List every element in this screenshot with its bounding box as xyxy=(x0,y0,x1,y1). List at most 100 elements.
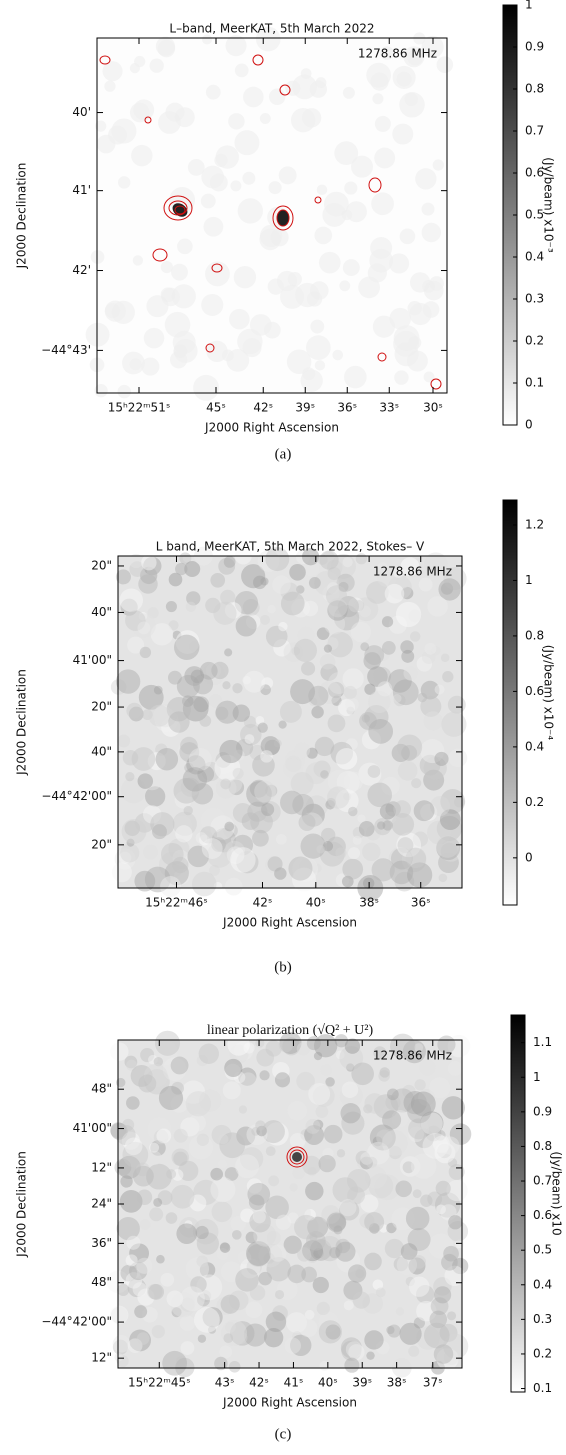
noise-blob xyxy=(307,1166,317,1177)
noise-blob xyxy=(447,1157,458,1168)
noise-blob xyxy=(294,742,311,759)
noise-blob xyxy=(122,1118,135,1131)
noise-blob xyxy=(240,1258,261,1279)
noise-blob xyxy=(423,1322,450,1349)
noise-blob xyxy=(215,706,229,720)
panel-title: L–band, MeerKAT, 5th March 2022 xyxy=(169,22,374,36)
noise-blob xyxy=(129,1243,150,1264)
noise-blob xyxy=(131,1268,141,1278)
noise-blob xyxy=(224,1167,239,1181)
noise-blob xyxy=(167,670,182,685)
noise-blob xyxy=(188,1114,206,1132)
noise-blob xyxy=(416,1285,435,1304)
contour xyxy=(205,343,215,353)
noise-blob xyxy=(117,734,131,748)
noise-blob xyxy=(149,1207,164,1222)
noise-blob xyxy=(304,1125,325,1145)
noise-blob xyxy=(335,1050,345,1060)
noise-blob xyxy=(272,1305,288,1321)
noise-blob xyxy=(403,46,425,68)
noise-blob xyxy=(252,1210,266,1224)
y-tick-label: 42' xyxy=(72,263,91,277)
noise-blob xyxy=(319,550,339,570)
noise-blob xyxy=(353,600,365,612)
noise-blob xyxy=(405,847,427,869)
contour xyxy=(368,177,382,193)
noise-blob xyxy=(230,847,256,873)
noise-blob xyxy=(249,314,272,336)
noise-blob xyxy=(142,709,153,721)
noise-blob xyxy=(170,1291,196,1318)
noise-blob xyxy=(150,1140,166,1156)
noise-blob xyxy=(392,123,414,145)
contour xyxy=(163,195,193,221)
noise-blob xyxy=(224,1058,243,1078)
noise-blob xyxy=(368,1173,394,1199)
noise-blob xyxy=(439,1323,458,1342)
noise-blob xyxy=(224,648,233,657)
noise-blob xyxy=(411,778,422,789)
colorbar-label: (Jy/beam) x10⁻³ xyxy=(542,157,556,253)
noise-blob xyxy=(421,35,444,59)
noise-blob xyxy=(118,1077,138,1098)
noise-blob xyxy=(326,797,336,808)
noise-blob xyxy=(210,572,226,588)
noise-blob xyxy=(125,610,146,631)
noise-blob xyxy=(328,598,348,618)
noise-blob xyxy=(230,180,242,192)
noise-blob xyxy=(137,621,151,635)
noise-blob xyxy=(112,1339,128,1355)
noise-blob xyxy=(229,1321,255,1346)
noise-blob xyxy=(366,1141,390,1165)
noise-blob xyxy=(280,582,299,601)
noise-blob xyxy=(127,636,145,654)
noise-blob xyxy=(365,825,381,841)
noise-blob xyxy=(155,747,179,771)
noise-blob xyxy=(289,1183,298,1192)
noise-blob xyxy=(275,833,287,845)
noise-blob xyxy=(168,711,190,733)
noise-blob xyxy=(341,875,354,888)
noise-blob xyxy=(200,193,216,209)
noise-blob xyxy=(423,769,445,791)
x-tick-label: 40ˢ xyxy=(318,1376,338,1390)
noise-blob xyxy=(374,115,391,132)
noise-blob xyxy=(165,1212,178,1224)
noise-blob xyxy=(117,384,132,399)
noise-blob xyxy=(202,662,225,686)
noise-blob xyxy=(104,80,116,92)
noise-blob xyxy=(322,1147,334,1160)
noise-blob xyxy=(137,1288,155,1306)
noise-blob xyxy=(239,1072,257,1089)
noise-blob xyxy=(237,1250,252,1265)
noise-blob xyxy=(424,642,437,655)
noise-blob xyxy=(252,753,275,777)
noise-blob xyxy=(265,1311,287,1333)
noise-blob xyxy=(354,597,379,622)
noise-blob xyxy=(144,1069,170,1095)
noise-blob xyxy=(392,694,402,703)
noise-blob xyxy=(179,1286,205,1312)
y-tick-label: −44°42'00" xyxy=(41,1315,112,1329)
noise-blob xyxy=(148,1283,165,1300)
noise-blob xyxy=(308,1083,331,1105)
noise-blob xyxy=(389,860,414,885)
noise-blob xyxy=(243,670,266,693)
noise-blob xyxy=(173,1128,188,1143)
noise-blob xyxy=(124,1137,143,1156)
noise-blob xyxy=(301,803,325,827)
noise-blob xyxy=(327,566,341,581)
noise-blob xyxy=(238,1105,248,1114)
noise-blob xyxy=(438,873,448,883)
noise-blob xyxy=(222,1081,241,1100)
noise-blob xyxy=(393,694,406,707)
noise-blob xyxy=(364,1330,384,1350)
noise-blob xyxy=(407,1098,432,1124)
noise-blob xyxy=(213,601,237,625)
noise-blob xyxy=(211,661,229,680)
noise-blob xyxy=(420,680,440,700)
noise-blob xyxy=(366,1351,375,1360)
noise-blob xyxy=(434,1192,461,1218)
noise-blob xyxy=(344,1038,361,1054)
noise-blob xyxy=(372,1279,384,1291)
